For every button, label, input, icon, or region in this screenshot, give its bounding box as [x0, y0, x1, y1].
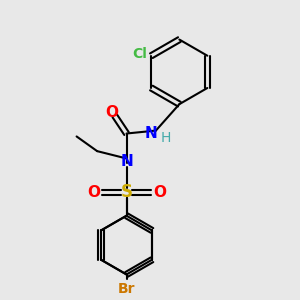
- Text: O: O: [87, 185, 100, 200]
- Text: N: N: [145, 126, 158, 141]
- Text: Cl: Cl: [132, 47, 147, 61]
- Text: Br: Br: [118, 282, 135, 296]
- Text: O: O: [153, 185, 166, 200]
- Text: S: S: [121, 183, 133, 201]
- Text: N: N: [120, 154, 133, 169]
- Text: H: H: [161, 131, 171, 145]
- Text: O: O: [105, 106, 118, 121]
